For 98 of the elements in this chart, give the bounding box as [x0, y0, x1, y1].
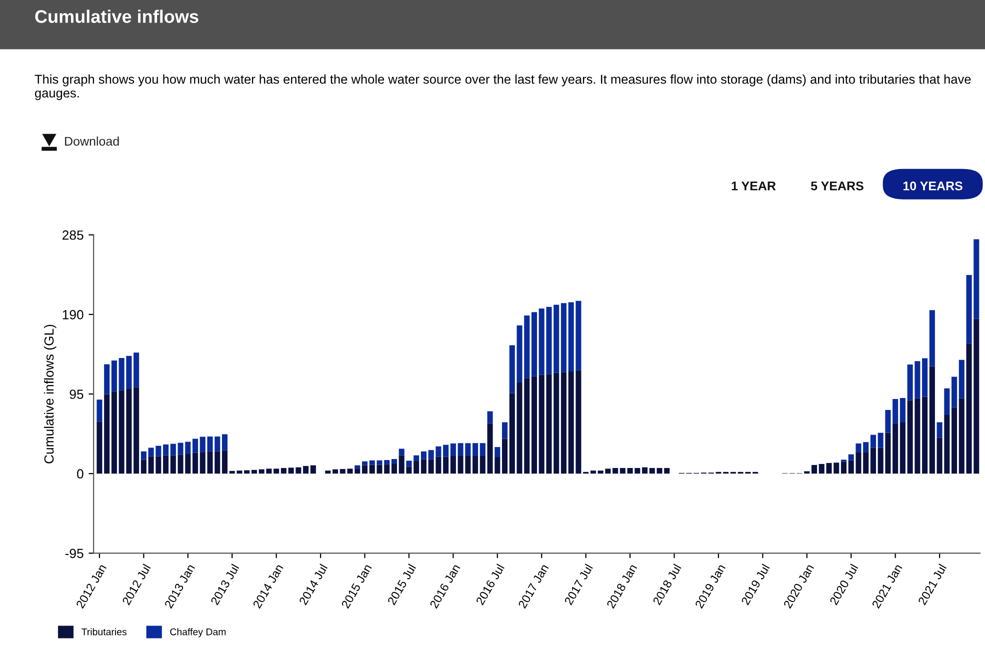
y-tick-label: 285 [62, 230, 84, 240]
bar [612, 468, 618, 474]
chart-title: Cumulative inflows [35, 10, 198, 23]
legend-label: Tributaries [82, 628, 127, 636]
bar [280, 468, 286, 474]
bar [406, 460, 412, 467]
bar [892, 423, 898, 474]
y-tick-label: 190 [62, 310, 84, 320]
bar [863, 452, 869, 474]
bar [222, 450, 228, 474]
bar [170, 444, 176, 456]
bar [952, 376, 958, 408]
bar [642, 467, 648, 474]
text: 1 YEAR [732, 182, 776, 190]
bar [900, 398, 906, 423]
bar [222, 434, 228, 450]
bar [480, 443, 486, 456]
bar [929, 366, 935, 474]
bar [620, 468, 626, 474]
bar [251, 470, 257, 474]
y-tick-label: -95 [65, 548, 84, 558]
bar [958, 398, 964, 474]
bar [414, 455, 420, 462]
bar [922, 396, 928, 474]
bar [936, 422, 942, 438]
bar [325, 470, 331, 474]
bar [398, 448, 404, 456]
bar [140, 451, 146, 460]
bar [111, 360, 117, 392]
bar [958, 360, 964, 398]
bar [450, 456, 456, 474]
chart-subtitle: This graph shows you how much water has entered the whole water source over the last few years. It measures flow into storage (dams) and into tributaries that have gauges. [34, 74, 971, 100]
text: Download [65, 136, 119, 146]
bar [362, 465, 368, 474]
bar [140, 460, 146, 474]
bar [870, 448, 876, 474]
bar [878, 432, 884, 448]
bar [554, 304, 560, 373]
bar [929, 310, 935, 366]
bar [487, 411, 493, 424]
bar [96, 400, 102, 422]
legend-label: Chaffey Dam [170, 628, 226, 638]
bar [192, 438, 198, 453]
bar [649, 468, 655, 474]
text: 5 YEARS [811, 181, 864, 190]
bar [494, 447, 500, 458]
bar [340, 468, 346, 474]
bar [952, 407, 958, 474]
bar [554, 372, 560, 474]
text: 10 YEARS [903, 181, 962, 190]
bar [472, 443, 478, 456]
bar [840, 462, 847, 474]
bar [192, 452, 198, 474]
bar [922, 358, 928, 397]
bar [104, 364, 110, 394]
bar [870, 434, 876, 448]
bar [502, 438, 508, 474]
bar [104, 394, 110, 474]
bar [96, 422, 102, 474]
bar [531, 312, 538, 376]
bar [170, 455, 176, 474]
y-tick-label: 95 [70, 390, 84, 399]
bar [354, 465, 360, 469]
bar [944, 388, 950, 415]
bar [163, 444, 169, 456]
bar [420, 451, 426, 460]
bar [443, 456, 449, 474]
bar [480, 456, 486, 474]
bar [892, 399, 898, 424]
bar [900, 422, 906, 474]
bar [848, 454, 854, 460]
bar [472, 456, 478, 474]
bar [134, 387, 140, 474]
bar [391, 464, 397, 474]
bar [310, 465, 316, 474]
bar [560, 303, 566, 372]
bar [303, 466, 309, 474]
bar [274, 468, 280, 474]
bar [332, 469, 338, 474]
bar [391, 459, 397, 464]
bar [856, 443, 862, 452]
bar [560, 372, 566, 474]
bar [590, 470, 596, 474]
bar [443, 444, 449, 457]
bar [163, 455, 169, 474]
bar [362, 461, 368, 466]
bar [414, 461, 420, 474]
bar [134, 352, 140, 388]
bar [531, 376, 538, 474]
y-axis-title: Cumulative inflows (GL) [44, 324, 56, 464]
bar [502, 422, 508, 439]
y-tick-label: 0 [77, 469, 84, 479]
bar [420, 459, 426, 474]
bar [450, 443, 456, 456]
bar [885, 410, 891, 433]
bar [812, 464, 818, 474]
bar [111, 392, 117, 474]
bar [863, 442, 869, 452]
